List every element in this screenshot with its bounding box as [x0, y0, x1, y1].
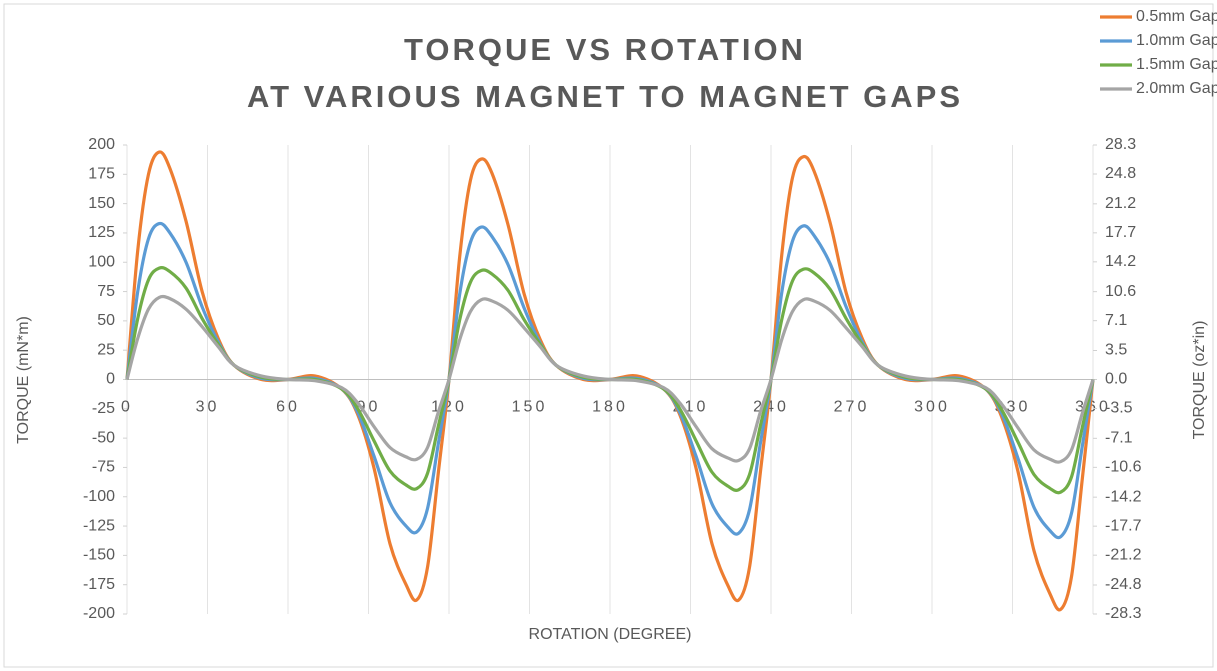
y-tick-label: 200: [88, 136, 115, 153]
legend-label: 2.0mm Gap: [1136, 80, 1217, 97]
y-tick-label: -100: [83, 488, 115, 505]
y2-tick-label: 0.0: [1105, 371, 1127, 388]
y2-tick-label: 7.1: [1105, 312, 1127, 329]
y-axis-title: TORQUE (mN*m): [15, 316, 32, 444]
y-tick-label: 125: [88, 224, 115, 241]
y2-tick-label: -21.2: [1105, 546, 1142, 563]
y-tick-label: 150: [88, 195, 115, 212]
y2-tick-label: 21.2: [1105, 195, 1136, 212]
y-tick-label: -50: [92, 429, 115, 446]
legend-label: 0.5mm Gap: [1136, 8, 1217, 25]
x-tick-label: 150: [512, 399, 548, 416]
y-tick-label: 25: [97, 341, 115, 358]
x-tick-label: 300: [914, 399, 950, 416]
chart-border: [3, 3, 1214, 668]
y2-tick-label: 3.5: [1105, 342, 1127, 359]
x-tick-label: 270: [834, 399, 870, 416]
x-tick-label: 0: [121, 399, 133, 416]
series-line: [125, 294, 1095, 464]
y2-tick-label: -24.8: [1105, 576, 1142, 593]
y2-tick-label: 28.3: [1105, 136, 1136, 153]
y2-tick-label: 17.7: [1105, 224, 1136, 241]
y-tick-label: 100: [88, 253, 115, 270]
y2-tick-label: -10.6: [1105, 459, 1142, 476]
x-axis-title: ROTATION (DEGREE): [529, 626, 692, 643]
x-tick-label: 180: [592, 399, 628, 416]
y2-tick-label: 14.2: [1105, 253, 1136, 270]
y2-tick-label: -28.3: [1105, 605, 1142, 622]
y-tick-label: -125: [83, 517, 115, 534]
y-tick-label: 75: [97, 283, 115, 300]
y-tick-label: -150: [83, 547, 115, 564]
legend-label: 1.0mm Gap: [1136, 32, 1217, 49]
chart-title: AT VARIOUS MAGNET TO MAGNET GAPS: [247, 79, 963, 114]
y-tick-label: -25: [92, 400, 115, 417]
chart-title: TORQUE VS ROTATION: [404, 32, 806, 67]
y-tick-label: -175: [83, 576, 115, 593]
y2-tick-label: -17.7: [1105, 517, 1142, 534]
y-tick-label: -200: [83, 605, 115, 622]
x-tick-label: 60: [276, 399, 300, 416]
y-tick-label: -75: [92, 459, 115, 476]
y-tick-label: 50: [97, 312, 115, 329]
legend-label: 1.5mm Gap: [1136, 56, 1217, 73]
y2-tick-label: -7.1: [1105, 430, 1133, 447]
x-tick-label: 30: [196, 399, 220, 416]
y2-tick-label: 10.6: [1105, 283, 1136, 300]
x-tick-label: 90: [357, 399, 381, 416]
y-tick-label: 175: [88, 166, 115, 183]
y2-tick-label: -14.2: [1105, 488, 1142, 505]
y2-tick-label: 24.8: [1105, 165, 1136, 182]
y2-axis-title: TORQUE (oz*in): [1191, 321, 1208, 440]
y-tick-label: 0: [106, 371, 115, 388]
y2-tick-label: -3.5: [1105, 400, 1133, 417]
